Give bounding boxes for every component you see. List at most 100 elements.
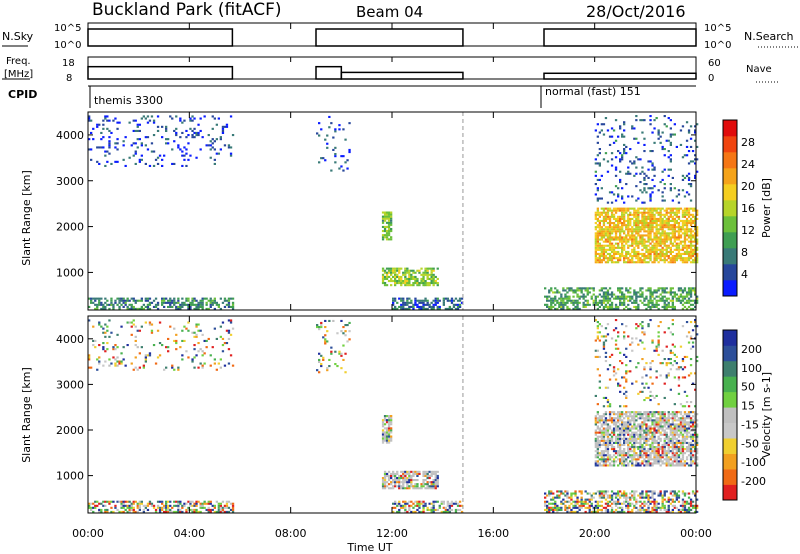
range-cell [643,201,646,204]
range-cell [619,433,622,436]
range-cell [639,189,642,192]
range-cell [412,275,415,278]
range-cell [677,242,681,245]
noise-tick-top: 10^5 [54,23,81,34]
range-cell [600,423,603,426]
range-cell [165,502,168,505]
range-cell [635,441,638,444]
range-cell [617,498,620,501]
range-cell [669,287,672,290]
range-cell [92,138,95,141]
range-cell [643,441,646,444]
range-cell [588,303,591,306]
range-cell [677,236,681,239]
range-cell [387,437,391,440]
range-cell [402,297,405,300]
range-cell [211,115,214,118]
range-cell [606,238,610,241]
range-cell [673,431,676,434]
range-cell [594,421,597,424]
range-cell [685,250,689,253]
range-cell [621,240,624,243]
range-cell [694,293,697,296]
range-cell [227,297,231,300]
range-cell [420,301,423,304]
range-cell [108,335,111,338]
range-cell [430,481,433,484]
range-cell [578,297,581,300]
range-cell [179,117,182,120]
range-cell [671,199,674,202]
range-cell [633,236,636,239]
range-cell [612,261,616,264]
range-cell [594,222,597,225]
range-cell [590,498,593,501]
range-cell [669,246,672,249]
range-cell [568,289,571,292]
range-cell [165,506,168,509]
range-cell [625,492,628,495]
range-cell [602,443,606,446]
range-cell [673,443,676,446]
range-cell [643,119,646,122]
range-cell [633,498,636,501]
range-cell [596,207,599,210]
range-cell [215,152,218,155]
range-cell [645,443,648,446]
range-cell [207,337,210,340]
range-cell [584,295,587,298]
range-cell [608,240,612,243]
range-cell [408,477,411,480]
range-cell [106,119,109,122]
range-cell [604,305,608,308]
range-cell [696,458,699,461]
range-cell [414,299,417,302]
range-cell [619,299,622,302]
range-cell [671,464,674,467]
range-cell [673,244,676,247]
range-cell [406,282,409,285]
range-cell [604,297,608,300]
range-cell [663,419,666,422]
range-cell [606,450,610,453]
range-cell [612,230,616,233]
range-cell [390,228,393,231]
range-cell [88,502,91,505]
range-cell [219,366,222,369]
range-cell [685,257,689,260]
range-cell [633,496,636,499]
range-cell [177,508,180,511]
range-cell [138,352,141,355]
range-cell [631,255,634,258]
range-cell [689,307,693,310]
range-cell [422,504,425,507]
range-cell [657,421,660,424]
range-cell [100,510,103,513]
range-cell [627,500,630,503]
range-cell [209,303,212,306]
range-cell [187,142,190,145]
range-cell [663,423,666,426]
range-cell [104,350,107,353]
range-cell [385,437,389,440]
range-cell [436,508,439,511]
range-cell [694,125,697,128]
range-cell [619,215,622,218]
range-cell [201,502,204,505]
range-cell [381,215,385,218]
range-cell [657,437,660,440]
range-cell [689,452,693,455]
range-cell [219,297,222,300]
range-cell [96,307,99,310]
range-cell [631,411,634,414]
range-cell [608,242,612,245]
range-cell [410,479,413,482]
range-cell [199,348,202,351]
range-cell [436,282,439,285]
range-cell [681,174,685,177]
range-cell [156,129,160,132]
range-cell [90,506,93,509]
range-cell [623,295,626,298]
range-cell [641,211,644,214]
range-cell [385,284,389,287]
